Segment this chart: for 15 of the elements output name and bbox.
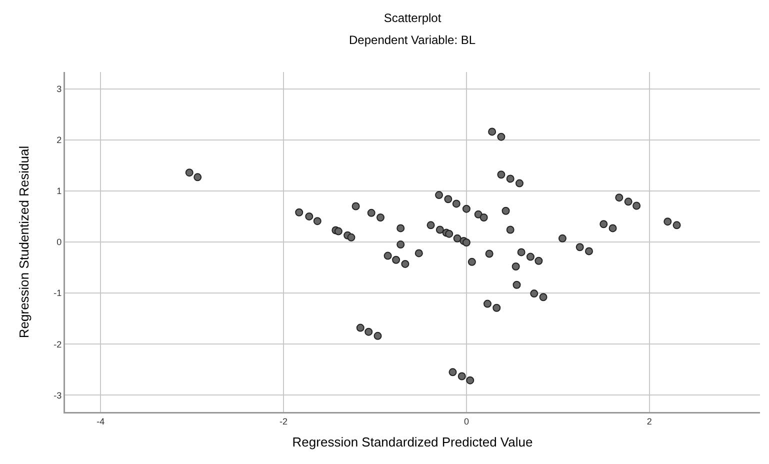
y-tick-label: -1 (54, 288, 62, 298)
chart-subtitle: Dependent Variable: BL (349, 33, 476, 47)
y-tick-label: -2 (54, 339, 62, 350)
chart-title: Scatterplot (384, 11, 442, 26)
y-tick-label: -3 (54, 390, 62, 400)
x-tick-label: -4 (96, 416, 105, 426)
x-tick-label: 2 (646, 416, 652, 426)
x-axis-title: Regression Standardized Predicted Value (292, 434, 533, 450)
y-tick-label: 0 (56, 237, 62, 248)
y-axis-title: Regression Studentized Residual (16, 146, 32, 338)
x-tick-label: 0 (464, 416, 469, 426)
y-tick-label: 1 (56, 186, 62, 196)
y-tick-label: 2 (56, 135, 62, 146)
y-tick-label: 3 (56, 84, 62, 94)
x-tick-label: -2 (280, 416, 288, 426)
